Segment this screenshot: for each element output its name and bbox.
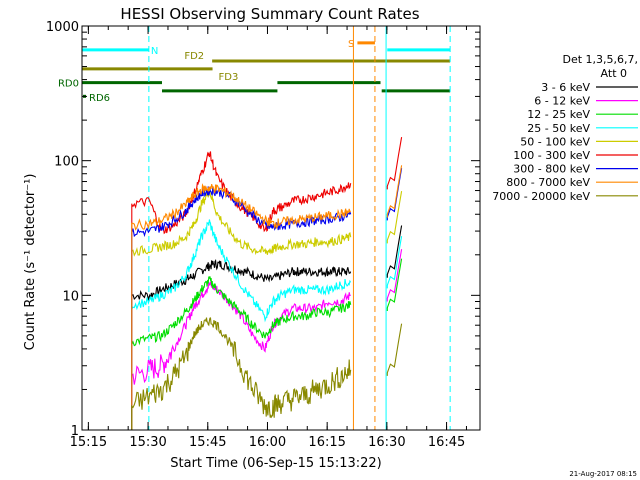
plot-frame [81,25,481,431]
legend-label-8: 7000 - 20000 keV [492,190,590,203]
flag-label-s: S [348,39,354,50]
series-tail-3 [386,236,403,289]
legend-label-5: 100 - 300 keV [513,149,590,162]
x-axis-label: Start Time (06-Sep-15 15:13:22) [170,456,381,471]
flag-label-fd2: FD2 [184,51,204,62]
series-line-4 [131,190,352,430]
flag-label-rd0: RD0 [58,79,79,90]
series-tail-0 [386,225,403,278]
series-line-0 [131,259,352,430]
series-tail-1 [386,249,403,302]
footer-timestamp: 21-Aug-2017 08:15 [569,470,637,478]
x-tick-label-1: 15:30 [129,435,166,450]
series-line-2 [131,276,352,430]
y-tick-label-1: 10 [62,289,79,304]
legend-label-1: 6 - 12 keV [534,95,590,108]
flag-label-n: N [151,46,158,57]
legend-label-7: 800 - 7000 keV [506,176,590,189]
legend-label-2: 12 - 25 keV [527,108,590,121]
flag-label-fd3: FD3 [219,72,239,83]
x-tick-label-4: 16:15 [308,435,345,450]
x-tick-label-3: 16:00 [249,435,286,450]
y-tick-label-2: 100 [54,155,79,170]
series-tail-5 [386,137,403,190]
series-line-5 [131,151,352,430]
legend-header-detectors: Det 1,3,5,6,7, [562,53,638,66]
legend-label-4: 50 - 100 keV [520,135,590,148]
series-tail-8 [386,323,403,376]
series-tail-2 [386,258,403,311]
series-line-8 [131,317,352,430]
series-tail-7 [386,165,403,218]
series-line-6 [131,185,352,430]
y-tick-label-0: 1 [71,424,79,439]
legend-label-6: 300 - 800 keV [513,163,590,176]
legend-label-0: 3 - 6 keV [541,81,590,94]
x-tick-label-0: 15:15 [70,435,107,450]
series-tail-4 [386,191,403,244]
flag-label-rd6: RD6 [89,93,110,104]
axes: 15:15 15:30 15:45 16:00 16:15 16:30 16:45 1 10 10… [46,20,481,450]
legend-label-3: 25 - 50 keV [527,122,590,135]
series-line-3 [131,219,352,430]
chart-title: HESSI Observing Summary Count Rates [120,5,419,23]
y-tick-label-3: 1000 [46,20,79,35]
y-axis-label: Count Rate (s⁻¹ detector⁻¹) [23,174,38,351]
x-tick-label-6: 16:45 [428,435,465,450]
series-lines [131,137,403,430]
series-line-1 [131,281,351,430]
x-tick-label-2: 15:45 [189,435,226,450]
series-line-7 [131,183,351,430]
legend-header-attenuator: Att 0 [601,67,627,80]
x-tick-label-5: 16:30 [368,435,405,450]
